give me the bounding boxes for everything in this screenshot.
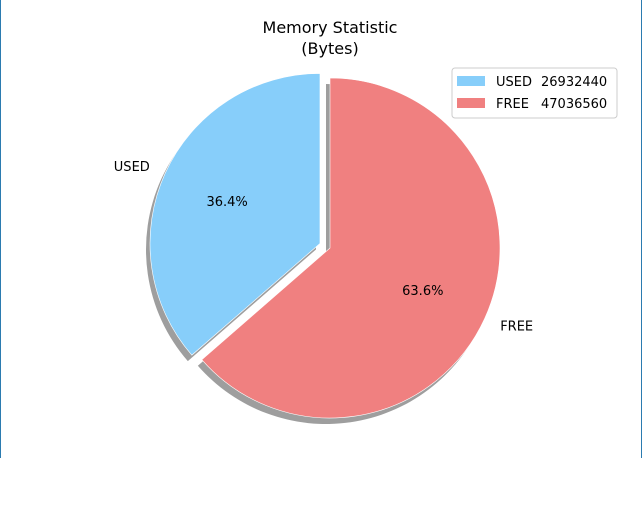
- pie-percent-used: 36.4%: [206, 195, 247, 210]
- pie-slice-free: [201, 77, 501, 419]
- legend-value-free: 47036560: [541, 97, 607, 112]
- pie-percent-free: 63.6%: [402, 284, 443, 299]
- legend-label-free: FREE: [496, 97, 529, 112]
- pie-slice-used: [149, 73, 321, 356]
- pie-label-free: FREE: [500, 319, 533, 334]
- legend-box: [451, 67, 618, 119]
- chart-subtitle: (Bytes): [301, 39, 358, 58]
- pie-label-used: USED: [114, 160, 150, 175]
- chart-frame: Memory Statistic (Bytes) USED 36.4% FREE 63…: [0, 0, 642, 458]
- legend-value-used: 26932440: [541, 75, 607, 90]
- legend-label-used: USED: [496, 75, 532, 90]
- legend-swatch-free: [457, 98, 485, 108]
- legend: USED 26932440 FREE 47036560: [451, 67, 618, 119]
- chart-title: Memory Statistic: [263, 18, 398, 37]
- legend-swatch-used: [457, 76, 485, 86]
- pie-label-layer: USED 36.4% FREE 63.6%: [114, 160, 533, 334]
- pie-slice-layer: [149, 73, 501, 419]
